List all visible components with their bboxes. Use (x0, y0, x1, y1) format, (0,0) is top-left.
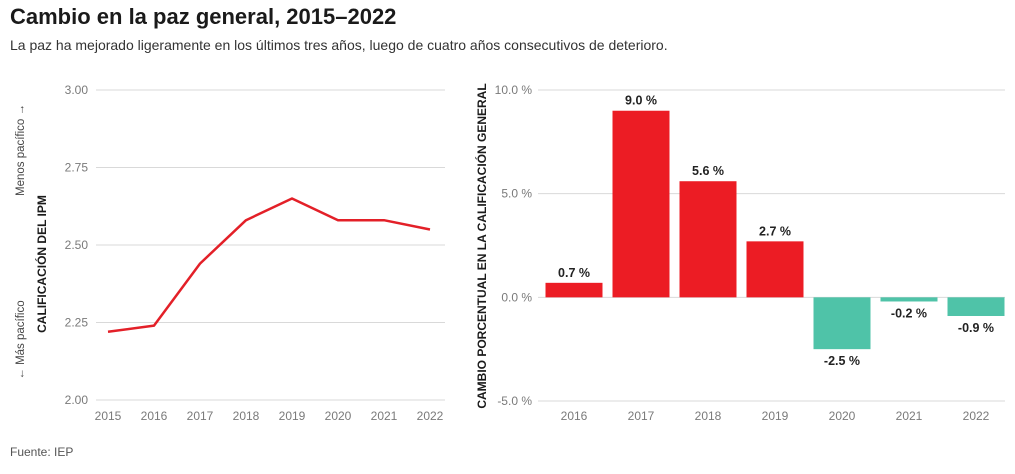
y-tick-label: 2.00 (65, 393, 89, 407)
data-label: 9.0 % (625, 94, 657, 108)
y-axis-label: CALIFICACIÓN DEL IPM (34, 195, 49, 333)
data-label: 5.6 % (692, 164, 724, 178)
x-tick-label: 2016 (561, 409, 588, 423)
x-tick-label: 2018 (695, 409, 722, 423)
y-axis-label-more-peaceful: ← Más pacífico (15, 300, 27, 379)
x-tick-label: 2018 (233, 409, 260, 423)
y-tick-label: 0.0 % (501, 290, 532, 304)
y-tick-label: -5.0 % (497, 394, 532, 408)
y-tick-label: 3.00 (65, 83, 89, 97)
bar-2021 (880, 297, 938, 302)
x-tick-label: 2021 (896, 409, 923, 423)
percent-change-bar-chart: 10.0 % 5.0 % 0.0 % -5.0 % 0.7 % 9.0 % 5.6 % 2.… (474, 83, 1005, 423)
x-tick-label: 2016 (141, 409, 168, 423)
x-tick-label: 2020 (325, 409, 352, 423)
data-label: 0.7 % (558, 266, 590, 280)
y-tick-label: 2.75 (65, 161, 89, 175)
chart-subtitle: La paz ha mejorado ligeramente en los úl… (10, 37, 668, 53)
y-tick-label: 10.0 % (495, 83, 533, 97)
ipm-score-line (107, 197, 431, 334)
source-note: Fuente: IEP (10, 445, 74, 459)
y-tick-label: 2.50 (65, 238, 89, 252)
x-tick-label: 2020 (829, 409, 856, 423)
ipm-line-chart: 3.00 2.75 2.50 2.25 2.00 2015 2016 2017 2018 201… (15, 83, 445, 423)
y-tick-label: 2.25 (65, 316, 89, 330)
data-label: -2.5 % (824, 354, 860, 368)
y-tick-label: 5.0 % (501, 187, 532, 201)
bar-2020 (813, 297, 871, 350)
x-tick-label: 2015 (95, 409, 122, 423)
data-label: -0.2 % (891, 306, 927, 320)
y-axis-label: CAMBIO PORCENTUAL EN LA CALIFICACIÓN GEN… (474, 83, 489, 408)
x-tick-label: 2022 (417, 409, 444, 423)
bar-2017 (612, 110, 670, 298)
bar-2022 (947, 297, 1005, 316)
x-tick-label: 2019 (279, 409, 306, 423)
x-tick-label: 2022 (963, 409, 990, 423)
x-tick-label: 2017 (628, 409, 655, 423)
x-tick-label: 2021 (371, 409, 398, 423)
x-tick-label: 2019 (762, 409, 789, 423)
bar-2019 (746, 241, 804, 298)
data-label: 2.7 % (759, 224, 791, 238)
data-label: -0.9 % (958, 321, 994, 335)
bar-2018 (679, 181, 737, 298)
x-tick-label: 2017 (187, 409, 214, 423)
bar-2016 (545, 282, 603, 298)
y-axis-label-more-violent: Menos pacífico → (15, 104, 27, 196)
chart-title: Cambio en la paz general, 2015–2022 (10, 4, 397, 29)
